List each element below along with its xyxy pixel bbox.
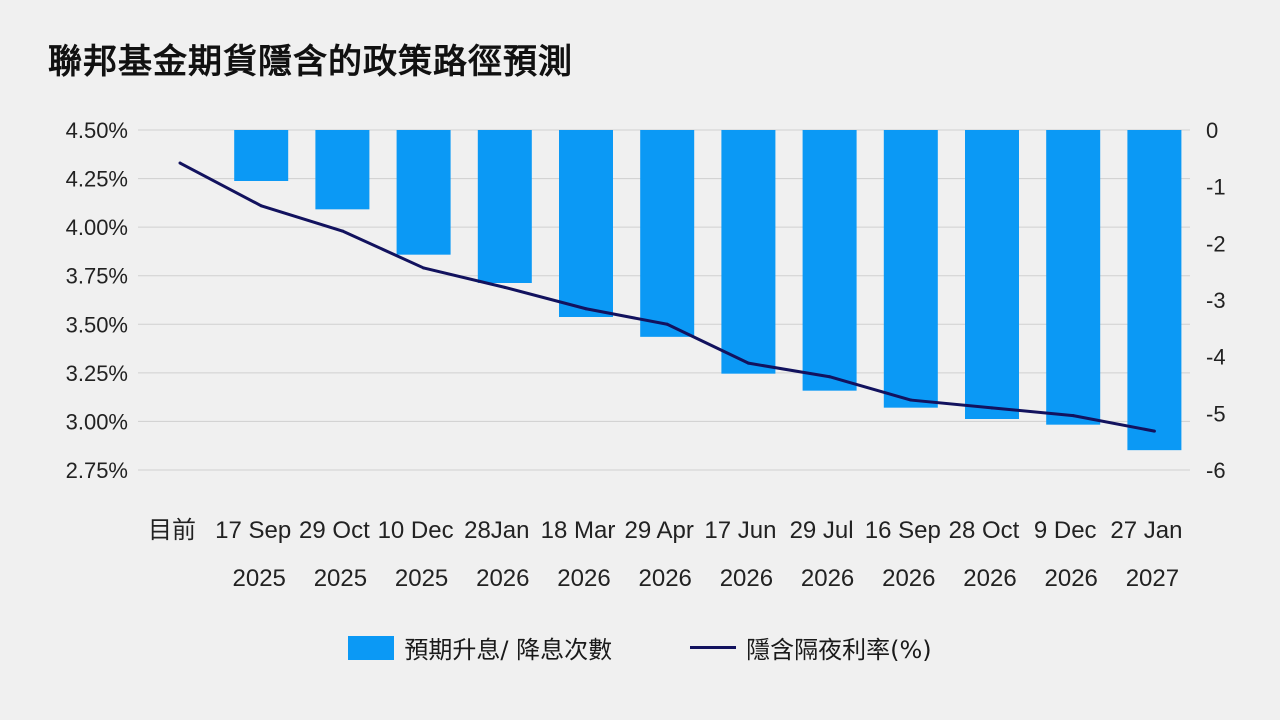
left-tick-label: 3.25%	[66, 361, 128, 386]
line-point	[990, 406, 994, 410]
line-point	[665, 322, 669, 326]
x-tick-year: 2026	[639, 565, 692, 592]
x-tick-label: 17 Jun	[704, 517, 776, 544]
x-tick-label: 16 Sep	[865, 517, 941, 544]
left-tick-label: 4.50%	[66, 118, 128, 143]
legend-bar-swatch	[348, 635, 395, 660]
x-tick-label: 29 Oct	[299, 517, 370, 544]
line-point	[746, 361, 750, 365]
bar	[1127, 130, 1182, 451]
right-tick-label: 0	[1206, 118, 1218, 143]
legend-line-label: 隱含隔夜利率(%)	[746, 636, 932, 664]
bar	[315, 130, 370, 210]
left-tick-label: 3.00%	[66, 409, 128, 434]
x-tick-year: 2026	[801, 565, 854, 592]
x-tick-year: 2026	[720, 565, 773, 592]
line-point	[178, 161, 182, 165]
right-tick-label: -6	[1206, 458, 1226, 483]
legend-item-line: 隱含隔夜利率(%)	[690, 630, 932, 665]
bar	[396, 130, 451, 255]
x-tick-label: 18 Mar	[541, 517, 616, 544]
right-tick-label: -1	[1206, 175, 1226, 200]
bar-series	[234, 130, 1182, 451]
line-point	[422, 266, 426, 270]
line-series	[178, 161, 1156, 433]
x-tick-year: 2026	[882, 565, 935, 592]
bar	[640, 130, 695, 337]
x-tick-year: 2027	[1126, 565, 1179, 592]
left-tick-label: 3.75%	[66, 264, 128, 289]
line-point	[340, 229, 344, 233]
x-tick-year: 2026	[557, 565, 610, 592]
x-tick-label: 10 Dec	[378, 517, 454, 544]
x-tick-year: 2026	[1045, 565, 1098, 592]
x-tick-label: 29 Apr	[625, 517, 694, 544]
line-point	[909, 398, 913, 402]
x-tick-label: 9 Dec	[1034, 517, 1097, 544]
right-axis: 0 -1 -2 -3 -4 -5 -6	[1206, 118, 1226, 483]
right-tick-label: -4	[1206, 345, 1226, 370]
bar	[559, 130, 613, 317]
right-tick-label: -3	[1206, 288, 1226, 313]
line-point	[828, 375, 832, 379]
x-tick-year: 2025	[395, 565, 448, 592]
legend-bars-label: 預期升息/ 降息次數	[404, 636, 613, 664]
line-point	[1152, 429, 1156, 433]
bar	[965, 130, 1019, 419]
legend-item-bars: 預期升息/ 降息次數	[348, 630, 612, 665]
left-axis: 4.50% 4.25% 4.00% 3.75% 3.50% 3.25% 3.00% 2.75%	[66, 118, 128, 483]
line-point	[259, 204, 263, 208]
bar	[721, 130, 776, 374]
left-tick-label: 4.00%	[66, 215, 128, 240]
x-tick-label: 目前	[148, 517, 196, 544]
line-point	[503, 285, 507, 289]
x-tick-label: 29 Jul	[790, 517, 854, 544]
x-tick-label: 27 Jan	[1110, 517, 1182, 544]
left-tick-label: 4.25%	[66, 167, 128, 192]
line-point	[584, 307, 588, 311]
x-tick-year: 2026	[963, 565, 1016, 592]
x-tick-year: 2025	[233, 565, 286, 592]
right-tick-label: -5	[1206, 401, 1226, 426]
x-tick-year: 2026	[476, 565, 529, 592]
legend-line-swatch	[690, 646, 737, 649]
bar	[802, 130, 857, 391]
left-tick-label: 2.75%	[66, 458, 128, 483]
chart-title: 聯邦基金期貨隱含的政策路徑預測	[48, 42, 573, 82]
x-tick-label: 28 Oct	[949, 517, 1020, 544]
right-tick-label: -2	[1206, 231, 1226, 256]
bar	[477, 130, 532, 283]
legend: 預期升息/ 降息次數 隱含隔夜利率(%)	[0, 630, 1280, 665]
x-tick-label: 28Jan	[464, 517, 529, 544]
x-tick-year: 2025	[314, 565, 367, 592]
left-tick-label: 3.50%	[66, 312, 128, 337]
x-axis: 目前 17 Sep 2025 29 Oct 2025 10 Dec 2025 28Jan 202…	[148, 517, 1182, 592]
line-point	[1071, 414, 1075, 418]
x-tick-label: 17 Sep	[215, 517, 291, 544]
bar	[234, 130, 289, 181]
bar	[883, 130, 938, 408]
bar	[1046, 130, 1101, 425]
